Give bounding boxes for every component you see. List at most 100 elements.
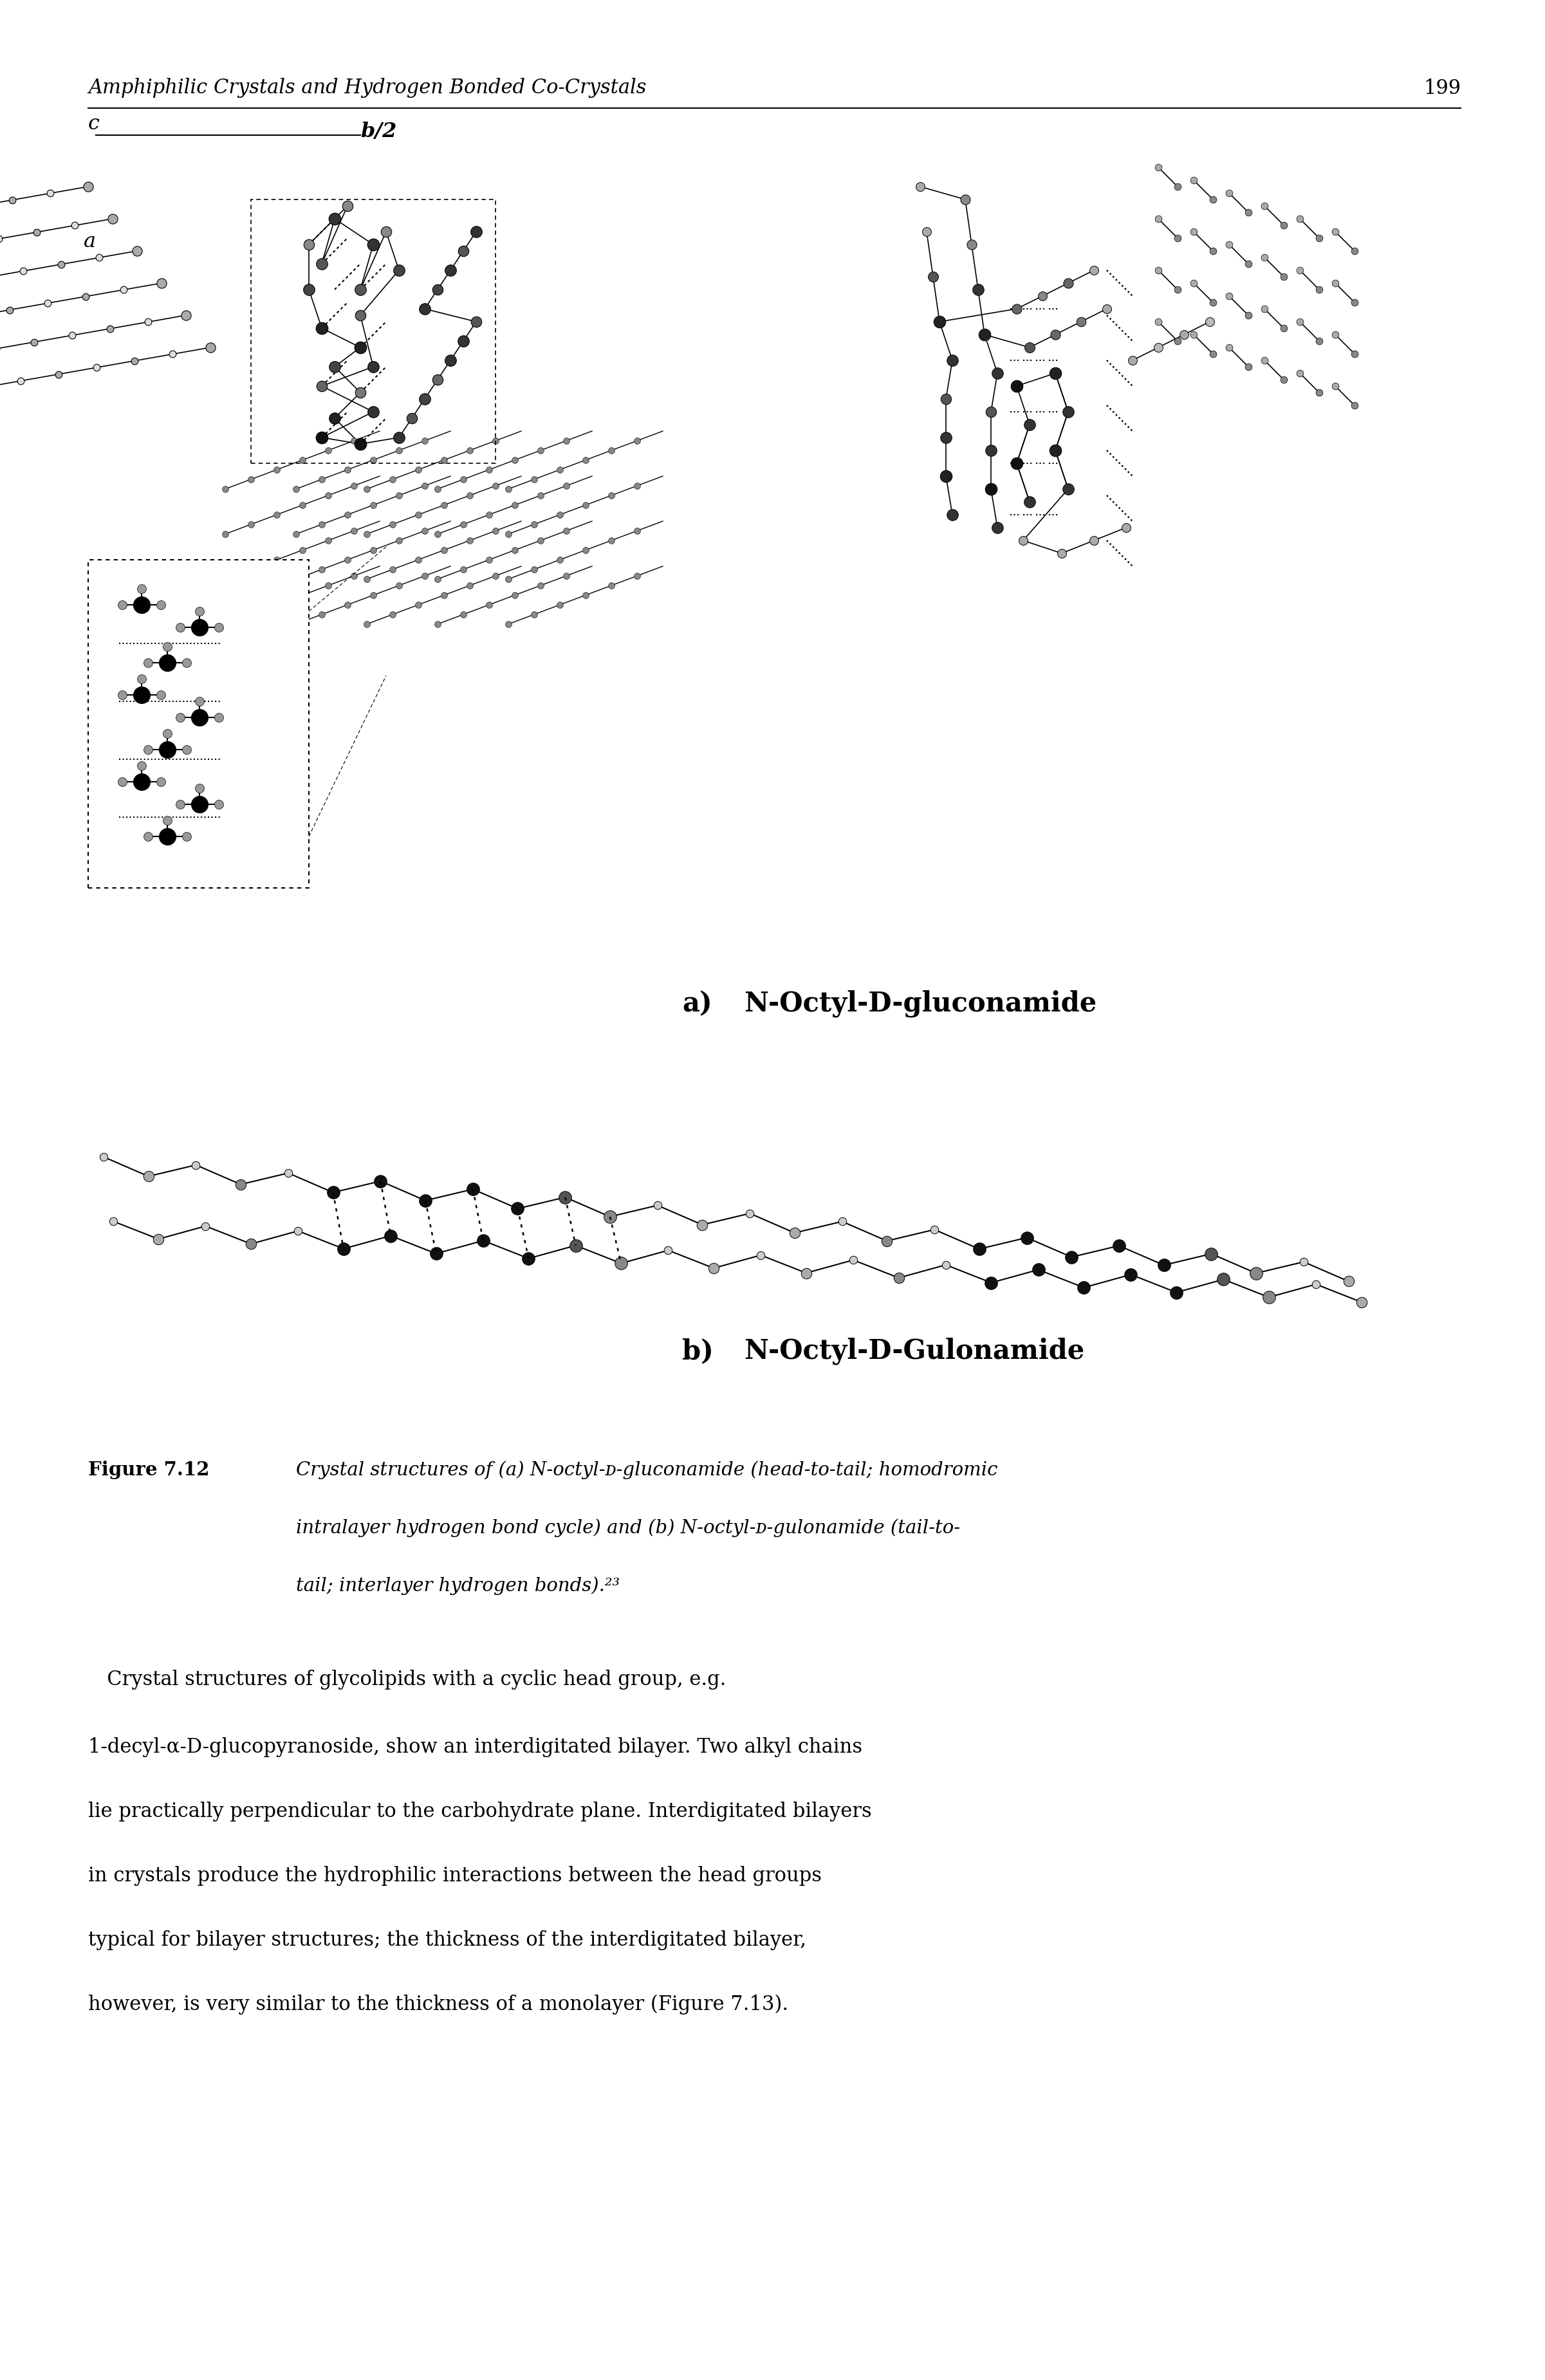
- Point: [323, 400, 348, 438]
- Point: [502, 440, 527, 478]
- Point: [187, 683, 212, 721]
- Point: [1114, 509, 1139, 547]
- Point: [477, 495, 502, 533]
- Polygon shape: [119, 585, 209, 619]
- Point: [207, 785, 232, 823]
- Point: [130, 762, 154, 800]
- Point: [522, 550, 547, 588]
- Point: [794, 1254, 819, 1292]
- Point: [187, 785, 212, 823]
- Point: [425, 271, 450, 309]
- Point: [1119, 1257, 1143, 1295]
- Point: [175, 643, 199, 681]
- Point: [83, 347, 108, 386]
- Point: [315, 476, 340, 514]
- Point: [496, 605, 521, 643]
- Point: [624, 512, 649, 550]
- Point: [11, 252, 36, 290]
- Point: [1043, 431, 1068, 469]
- Point: [1004, 290, 1029, 328]
- Point: [0, 219, 11, 257]
- Text: 1-decyl-α-D-glucopyranoside, show an interdigitated bilayer. Two alkyl chains: 1-decyl-α-D-glucopyranoside, show an int…: [88, 1737, 862, 1756]
- Point: [933, 419, 958, 457]
- Point: [1081, 521, 1106, 559]
- Point: [555, 466, 579, 505]
- Point: [573, 440, 598, 478]
- Point: [315, 431, 340, 469]
- Point: [1244, 1254, 1268, 1292]
- Point: [1323, 212, 1347, 250]
- Point: [1017, 483, 1041, 521]
- Point: [110, 762, 134, 800]
- Point: [264, 585, 289, 624]
- Point: [1336, 1261, 1361, 1299]
- Point: [136, 302, 161, 340]
- Point: [939, 340, 964, 378]
- Text: typical for bilayer structures; the thickness of the interdigitated bilayer,: typical for bilayer structures; the thic…: [88, 1930, 806, 1949]
- Point: [62, 207, 87, 245]
- Point: [154, 628, 179, 666]
- Point: [277, 1154, 301, 1192]
- Point: [547, 495, 572, 533]
- Point: [460, 1171, 485, 1209]
- Point: [1043, 355, 1068, 393]
- Point: [187, 697, 212, 735]
- Point: [1165, 167, 1190, 205]
- Point: [1251, 238, 1276, 276]
- Point: [1182, 317, 1207, 355]
- Point: [147, 1221, 171, 1259]
- Point: [331, 1230, 355, 1269]
- Point: [413, 512, 437, 550]
- Point: [91, 1138, 116, 1176]
- Point: [599, 566, 624, 605]
- Text: tail; interlayer hydrogen bonds).²³: tail; interlayer hydrogen bonds).²³: [297, 1576, 620, 1595]
- Point: [1055, 264, 1080, 302]
- Point: [354, 469, 379, 507]
- Text: N-Octyl-D-Gulonamide: N-Octyl-D-Gulonamide: [743, 1338, 1085, 1364]
- Point: [37, 174, 62, 212]
- Point: [451, 595, 476, 633]
- Point: [986, 355, 1010, 393]
- Point: [154, 714, 179, 752]
- Point: [502, 486, 527, 524]
- Point: [967, 1230, 992, 1269]
- Point: [528, 521, 553, 559]
- Point: [1055, 469, 1080, 507]
- Point: [184, 1145, 209, 1183]
- Point: [348, 271, 372, 309]
- Point: [1251, 340, 1276, 378]
- Point: [168, 785, 193, 823]
- Text: 199: 199: [1423, 79, 1460, 98]
- Point: [46, 355, 71, 393]
- Point: [341, 466, 366, 505]
- Point: [1151, 1247, 1176, 1285]
- Point: [1287, 252, 1312, 290]
- Point: [380, 505, 405, 543]
- Point: [547, 585, 572, 624]
- Point: [290, 531, 315, 569]
- Point: [463, 302, 488, 340]
- Point: [573, 531, 598, 569]
- Point: [451, 505, 476, 543]
- Point: [175, 731, 199, 769]
- Point: [599, 431, 624, 469]
- Point: [830, 1202, 854, 1240]
- Point: [362, 576, 386, 614]
- Point: [36, 283, 60, 321]
- Point: [1120, 340, 1145, 378]
- Point: [553, 1178, 578, 1216]
- Point: [691, 1207, 715, 1245]
- Point: [348, 328, 372, 367]
- Point: [457, 521, 482, 559]
- Point: [1106, 1226, 1131, 1264]
- Point: [362, 226, 386, 264]
- Point: [477, 450, 502, 488]
- Point: [966, 271, 990, 309]
- Point: [309, 245, 334, 283]
- Point: [100, 200, 125, 238]
- Point: [213, 559, 238, 597]
- Point: [154, 802, 179, 840]
- Point: [0, 331, 8, 369]
- Point: [1272, 207, 1296, 245]
- Point: [154, 816, 179, 854]
